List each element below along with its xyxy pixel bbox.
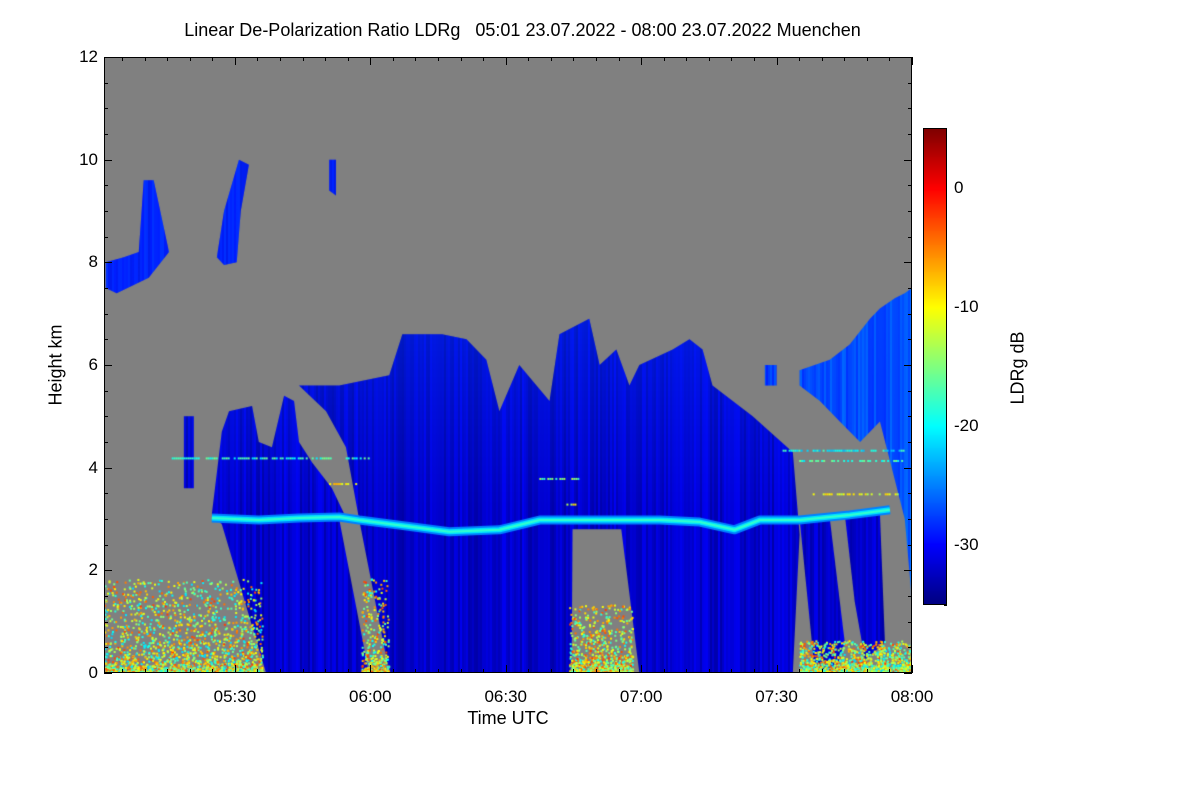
- x-tick-label: 07:30: [755, 687, 798, 706]
- x-tick-label: 08:00: [890, 687, 934, 706]
- y-tick-label: 10: [79, 149, 98, 169]
- colorbar-tick-label: -10: [954, 296, 979, 316]
- x-axis-label: Time UTC: [467, 708, 549, 728]
- y-tick: [104, 673, 112, 674]
- y-tick-label: 12: [79, 47, 98, 66]
- colorbar-tick: [944, 605, 947, 606]
- colorbar: [923, 128, 947, 605]
- y-axis-label: Height km: [45, 324, 66, 406]
- colorbar-label: LDRg dB: [1007, 331, 1028, 405]
- x-tick-label: 06:00: [349, 687, 392, 706]
- colorbar-tick-label: -30: [954, 535, 979, 555]
- y-tick-label: 0: [88, 663, 98, 682]
- x-tick: [912, 665, 913, 673]
- plot-area: [104, 57, 912, 673]
- chart-title: Linear De-Polarization Ratio LDRg 05:01 …: [184, 20, 861, 40]
- y-tick: [904, 673, 912, 674]
- y-tick-label: 8: [88, 252, 98, 272]
- colorbar-tick-label: 0: [954, 177, 964, 197]
- x-tick-label: 05:30: [213, 687, 257, 706]
- x-tick-label: 06:30: [484, 687, 528, 706]
- x-tick-label: 07:00: [619, 687, 663, 706]
- y-tick-label: 2: [88, 560, 98, 580]
- colorbar-tick-label: -20: [954, 416, 979, 436]
- x-tick: [912, 57, 913, 65]
- y-tick-label: 6: [88, 355, 98, 374]
- ldr-heatmap: [104, 57, 912, 673]
- y-tick-label: 4: [88, 457, 98, 477]
